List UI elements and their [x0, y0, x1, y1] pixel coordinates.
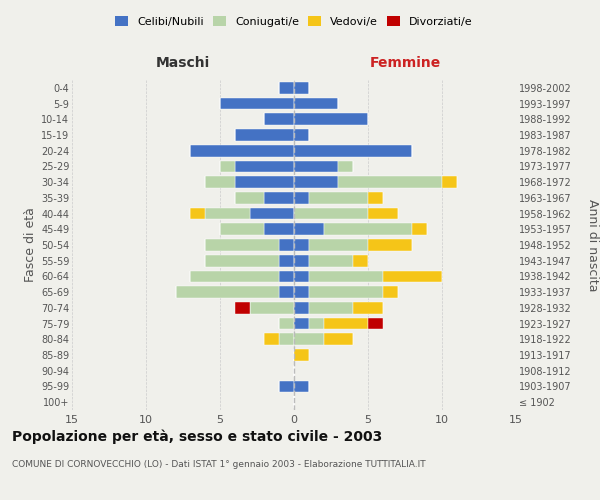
Bar: [294, 114, 368, 125]
Bar: [309, 302, 353, 314]
Bar: [205, 208, 250, 220]
Bar: [412, 224, 427, 235]
Bar: [294, 145, 412, 156]
Bar: [279, 318, 294, 330]
Bar: [383, 270, 442, 282]
Bar: [235, 129, 294, 141]
Bar: [279, 380, 294, 392]
Bar: [309, 270, 383, 282]
Bar: [279, 82, 294, 94]
Bar: [294, 270, 309, 282]
Bar: [294, 160, 338, 172]
Bar: [309, 255, 353, 266]
Bar: [368, 208, 398, 220]
Bar: [294, 98, 338, 110]
Bar: [309, 239, 368, 251]
Bar: [220, 160, 235, 172]
Bar: [265, 224, 294, 235]
Bar: [309, 286, 383, 298]
Bar: [279, 334, 294, 345]
Bar: [235, 160, 294, 172]
Bar: [368, 318, 383, 330]
Bar: [294, 380, 309, 392]
Bar: [279, 270, 294, 282]
Bar: [294, 349, 309, 361]
Text: Maschi: Maschi: [156, 56, 210, 70]
Bar: [309, 192, 368, 204]
Bar: [279, 255, 294, 266]
Bar: [220, 224, 265, 235]
Bar: [294, 224, 323, 235]
Bar: [294, 334, 323, 345]
Text: Popolazione per età, sesso e stato civile - 2003: Popolazione per età, sesso e stato civil…: [12, 430, 382, 444]
Bar: [294, 302, 309, 314]
Bar: [279, 239, 294, 251]
Bar: [338, 176, 442, 188]
Bar: [323, 224, 412, 235]
Bar: [309, 318, 323, 330]
Bar: [383, 286, 398, 298]
Bar: [294, 208, 368, 220]
Bar: [265, 334, 279, 345]
Bar: [368, 192, 383, 204]
Bar: [235, 192, 265, 204]
Bar: [323, 334, 353, 345]
Text: Femmine: Femmine: [370, 56, 440, 70]
Bar: [442, 176, 457, 188]
Bar: [250, 302, 294, 314]
Bar: [205, 239, 279, 251]
Bar: [190, 270, 279, 282]
Bar: [294, 192, 309, 204]
Bar: [220, 98, 294, 110]
Bar: [176, 286, 279, 298]
Y-axis label: Anni di nascita: Anni di nascita: [586, 198, 599, 291]
Bar: [338, 160, 353, 172]
Bar: [294, 286, 309, 298]
Bar: [294, 318, 309, 330]
Bar: [235, 302, 250, 314]
Y-axis label: Fasce di età: Fasce di età: [23, 208, 37, 282]
Bar: [190, 208, 205, 220]
Bar: [235, 176, 294, 188]
Bar: [294, 255, 309, 266]
Bar: [250, 208, 294, 220]
Bar: [294, 239, 309, 251]
Bar: [265, 192, 294, 204]
Bar: [294, 129, 309, 141]
Bar: [205, 255, 279, 266]
Bar: [323, 318, 368, 330]
Bar: [265, 114, 294, 125]
Bar: [353, 255, 368, 266]
Legend: Celibi/Nubili, Coniugati/e, Vedovi/e, Divorziati/e: Celibi/Nubili, Coniugati/e, Vedovi/e, Di…: [115, 16, 473, 27]
Bar: [294, 82, 309, 94]
Bar: [368, 239, 412, 251]
Text: COMUNE DI CORNOVECCHIO (LO) - Dati ISTAT 1° gennaio 2003 - Elaborazione TUTTITAL: COMUNE DI CORNOVECCHIO (LO) - Dati ISTAT…: [12, 460, 425, 469]
Bar: [190, 145, 294, 156]
Bar: [279, 286, 294, 298]
Bar: [353, 302, 383, 314]
Bar: [294, 176, 338, 188]
Bar: [205, 176, 235, 188]
